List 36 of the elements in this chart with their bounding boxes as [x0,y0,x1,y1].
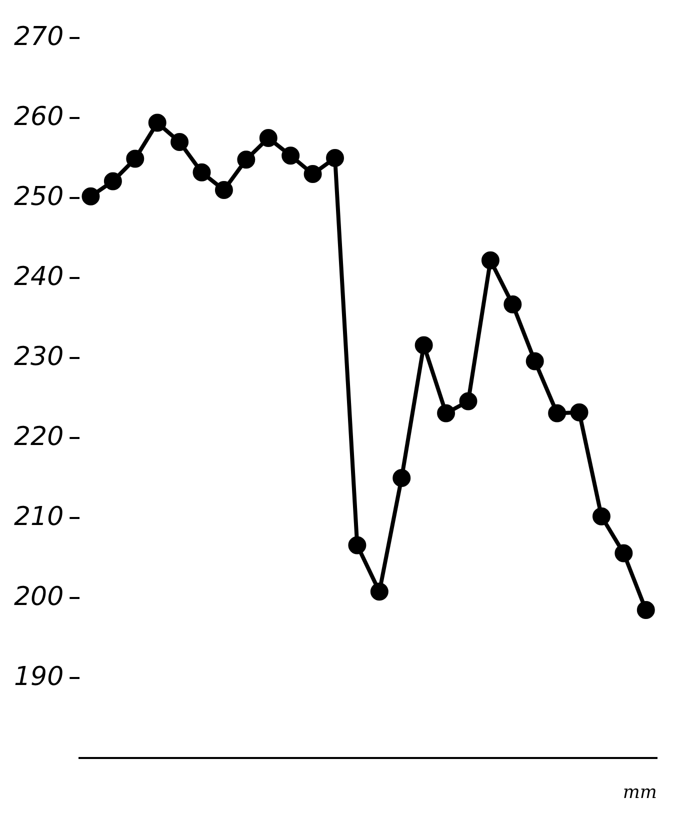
point [504,295,522,314]
point [614,544,633,562]
point [548,404,566,422]
point [526,352,544,370]
y-tick-label: 210 [14,502,64,532]
point [237,150,256,169]
point [326,149,344,167]
y-tick-label: 190 [14,662,64,692]
y-tick-label: 250 [14,182,64,212]
point [214,181,233,199]
point [348,536,366,554]
point [192,163,211,182]
y-tick-label: 200 [14,582,64,612]
point [259,129,278,147]
point [392,469,411,487]
point [636,601,655,619]
point [437,404,456,422]
y-tick-label: 220 [14,422,64,452]
y-tick-label: 230 [14,342,64,372]
point [570,403,588,422]
point [126,150,144,168]
y-tick-label: 270 [14,22,64,52]
y-tick-label: 240 [14,262,64,292]
point [282,146,300,165]
y-tick-label: 260 [14,102,64,132]
point [370,582,388,601]
x-axis-title: mm [622,782,657,803]
point [170,133,189,151]
point [148,114,166,132]
point [414,336,433,354]
point [459,392,478,410]
point [104,172,122,190]
point [304,165,322,183]
point [82,187,100,206]
point [592,507,610,526]
point [481,251,500,270]
